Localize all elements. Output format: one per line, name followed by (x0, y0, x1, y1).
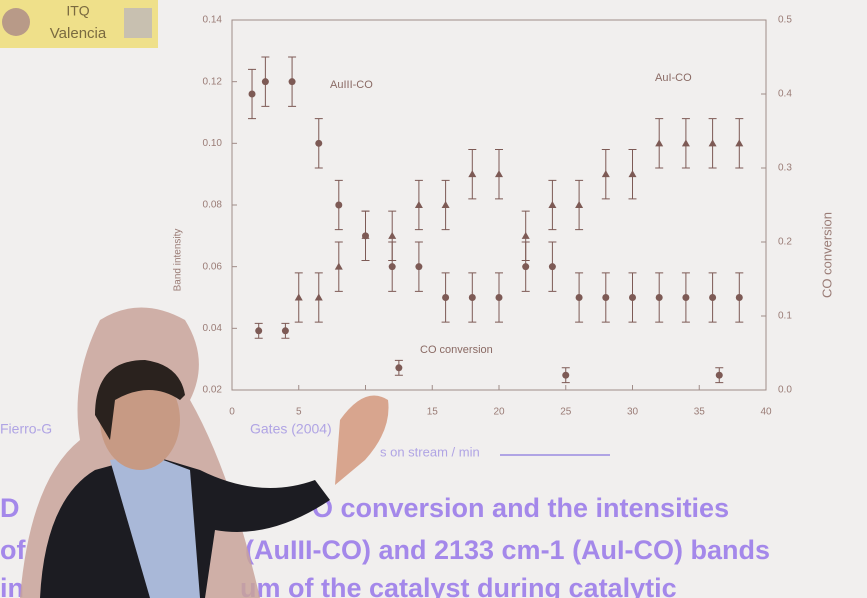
person (20, 307, 389, 598)
point (709, 294, 717, 301)
point (628, 170, 637, 178)
series-label: CO conversion (420, 344, 493, 356)
point (548, 263, 556, 271)
point (441, 201, 450, 208)
point (415, 263, 423, 271)
series-label: AuIII-CO (330, 79, 373, 91)
point (315, 139, 323, 147)
citation: Gates (2004) (250, 421, 332, 437)
point (708, 139, 717, 147)
point (575, 294, 583, 301)
point (361, 231, 370, 239)
y-tick-label: 0.10 (203, 138, 223, 149)
point (629, 294, 636, 301)
y-tick-label: 0.04 (203, 323, 223, 334)
x-tick-label: 15 (427, 407, 439, 418)
point (288, 78, 296, 86)
point (682, 294, 690, 301)
slide-text-line: (AuIII-CO) and 2133 cm-1 (AuI-CO) bands (245, 535, 770, 565)
y-tick-label: 0.12 (203, 76, 223, 87)
point (255, 327, 263, 335)
shirt (110, 455, 200, 598)
y-tick-label: 0.14 (203, 15, 223, 26)
point (735, 139, 744, 147)
point (395, 364, 403, 372)
y2-tick-label: 0.2 (778, 237, 792, 248)
x-tick-label: 25 (560, 407, 572, 418)
point (248, 90, 256, 98)
slide-text: D O conversion and the intensities of (AuII… (0, 493, 770, 598)
point (522, 263, 530, 271)
y2-tick-label: 0.4 (778, 89, 792, 100)
point (261, 78, 269, 86)
logo-text: Valencia (50, 25, 107, 42)
x-tick-label: 35 (694, 407, 706, 418)
logo-icon (2, 8, 30, 36)
x-tick-label: 30 (627, 407, 639, 418)
point (655, 139, 664, 147)
hand (335, 395, 389, 485)
y-tick-label: 0.06 (203, 261, 223, 272)
chart: 0.02 0.04 0.06 0.08 0.10 0.12 0.14 0.0 0.1 0.2 0.3… (173, 15, 835, 460)
hair (95, 360, 185, 440)
point (468, 170, 477, 178)
point (468, 294, 476, 301)
point (681, 139, 690, 147)
x-tick-label: 40 (760, 407, 772, 418)
x-tick-label: 5 (296, 407, 302, 418)
point (334, 262, 343, 270)
logo-icon (124, 8, 152, 38)
x-axis-label: s on stream / min (380, 444, 480, 459)
point (281, 327, 289, 335)
slide-text-line: um of the catalyst during catalytic (240, 573, 677, 598)
point (655, 294, 663, 301)
x-tick-label: 20 (493, 407, 505, 418)
point (602, 294, 610, 301)
point (414, 201, 423, 208)
point (388, 231, 397, 239)
y2-tick-label: 0.0 (778, 385, 792, 396)
point (735, 294, 743, 301)
y2-tick-label: 0.1 (778, 311, 792, 322)
point (294, 293, 303, 301)
point (548, 201, 557, 208)
slide-text-line: of (0, 535, 26, 565)
slide-text-line: in (0, 573, 24, 598)
slide-text-line: O conversion and the intensities (312, 493, 729, 523)
y2-tick-label: 0.5 (778, 15, 792, 26)
point (388, 263, 396, 271)
point (495, 170, 503, 178)
y-tick-label: 0.08 (203, 200, 223, 211)
point (335, 201, 343, 209)
citation: Fierro-G (0, 421, 52, 437)
point (562, 371, 570, 379)
slide-text-line: D (0, 493, 20, 523)
logo-text: ITQ (66, 3, 89, 19)
y2-tick-label: 0.3 (778, 163, 792, 174)
point (442, 294, 450, 301)
point (314, 293, 323, 301)
point (575, 201, 584, 208)
point (715, 371, 723, 379)
x-tick-label: 0 (229, 407, 235, 418)
series-label: AuI-CO (655, 72, 692, 84)
y2-axis-label: CO conversion (819, 212, 834, 298)
point (601, 170, 610, 178)
y-axis-label: Band intensity (173, 229, 184, 292)
y-tick-label: 0.02 (203, 385, 223, 396)
point (495, 294, 503, 301)
point (521, 231, 530, 239)
